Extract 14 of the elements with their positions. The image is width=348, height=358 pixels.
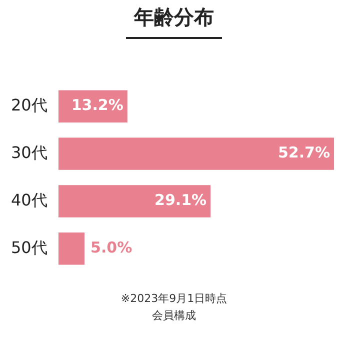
bar: [58, 185, 211, 218]
text: 会員構成: [151, 308, 197, 324]
y-tick-label: 30代: [11, 142, 48, 162]
y-tick-label: 20代: [11, 95, 48, 114]
data-label: 52.7%: [278, 144, 330, 162]
data-label: 5.0%: [90, 238, 132, 257]
bar: [58, 138, 334, 170]
chart-title: 年齢分布: [126, 4, 222, 39]
y-tick-label: 50代: [11, 238, 48, 257]
text: ※2023年9月1日時点: [120, 291, 228, 307]
data-label: 13.2%: [71, 96, 124, 114]
y-tick-label: 40代: [11, 190, 48, 210]
data-label: 29.1%: [154, 191, 207, 210]
bar: [58, 232, 85, 265]
